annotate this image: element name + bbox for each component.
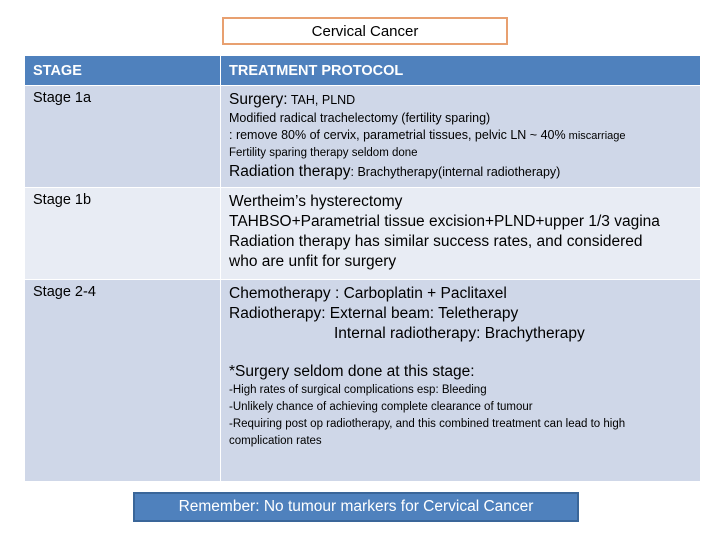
radiation-label: Radiation therapy	[229, 163, 351, 180]
stage-cell: Stage 1a	[24, 85, 221, 188]
header-treatment-protocol: TREATMENT PROTOCOL	[220, 55, 701, 86]
protocol-line: Modified radical trachelectomy (fertilit…	[229, 111, 491, 125]
slide-title: Cervical Cancer	[222, 17, 508, 45]
bullet-line: -High rates of surgical complications es…	[229, 384, 487, 396]
protocol-cell: Wertheim’s hysterectomy TAHBSO+Parametri…	[220, 187, 701, 280]
radiation-text: : Brachytherapy(internal radiotherapy)	[350, 165, 561, 179]
table-row: Stage 2-4 Chemotherapy : Carboplatin + P…	[24, 279, 701, 482]
table-row: Stage 1a Surgery: TAH, PLND Modified rad…	[24, 85, 701, 188]
stage-cell: Stage 1b	[24, 187, 221, 280]
protocol-line: Fertility sparing therapy seldom done	[229, 147, 418, 159]
protocol-line: *Surgery seldom done at this stage:	[229, 363, 475, 380]
surgery-text: TAH, PLND	[287, 93, 356, 107]
spacer	[229, 344, 700, 362]
protocol-line: Chemotherapy : Carboplatin + Paclitaxel	[229, 285, 507, 302]
header-stage: STAGE	[24, 55, 221, 86]
protocol-line: Internal radiotherapy: Brachytherapy	[334, 325, 585, 342]
protocol-line: Radiation therapy: Brachytherapy(interna…	[229, 162, 700, 182]
protocol-line: Surgery: TAH, PLND	[229, 90, 700, 110]
protocol-text-small: miscarriage	[565, 130, 626, 142]
bullet-line: complication rates	[229, 435, 322, 447]
protocol-line: who are unfit for surgery	[229, 253, 397, 270]
protocol-line: : remove 80% of cervix, parametrial tiss…	[229, 127, 700, 145]
protocol-cell: Chemotherapy : Carboplatin + Paclitaxel …	[220, 279, 701, 482]
protocol-line: Radiation therapy has similar success ra…	[229, 233, 643, 250]
protocol-cell: Surgery: TAH, PLND Modified radical trac…	[220, 85, 701, 188]
bullet-line: -Requiring post op radiotherapy, and thi…	[229, 418, 626, 430]
protocol-line: Wertheim’s hysterectomy	[229, 193, 403, 210]
protocol-line: TAHBSO+Parametrial tissue excision+PLND+…	[229, 213, 660, 230]
table-header-row: STAGE TREATMENT PROTOCOL	[24, 55, 701, 86]
surgery-label: Surgery:	[229, 91, 288, 108]
reminder-banner: Remember: No tumour markers for Cervical…	[133, 492, 579, 522]
protocol-line: Radiotherapy: External beam: Teletherapy	[229, 305, 519, 322]
stage-cell: Stage 2-4	[24, 279, 221, 482]
protocol-text: : remove 80% of cervix, parametrial tiss…	[229, 128, 566, 142]
table-row: Stage 1b Wertheim’s hysterectomy TAHBSO+…	[24, 187, 701, 280]
treatment-table: STAGE TREATMENT PROTOCOL Stage 1a Surger…	[24, 55, 701, 482]
bullet-line: -Unlikely chance of achieving complete c…	[229, 401, 533, 413]
